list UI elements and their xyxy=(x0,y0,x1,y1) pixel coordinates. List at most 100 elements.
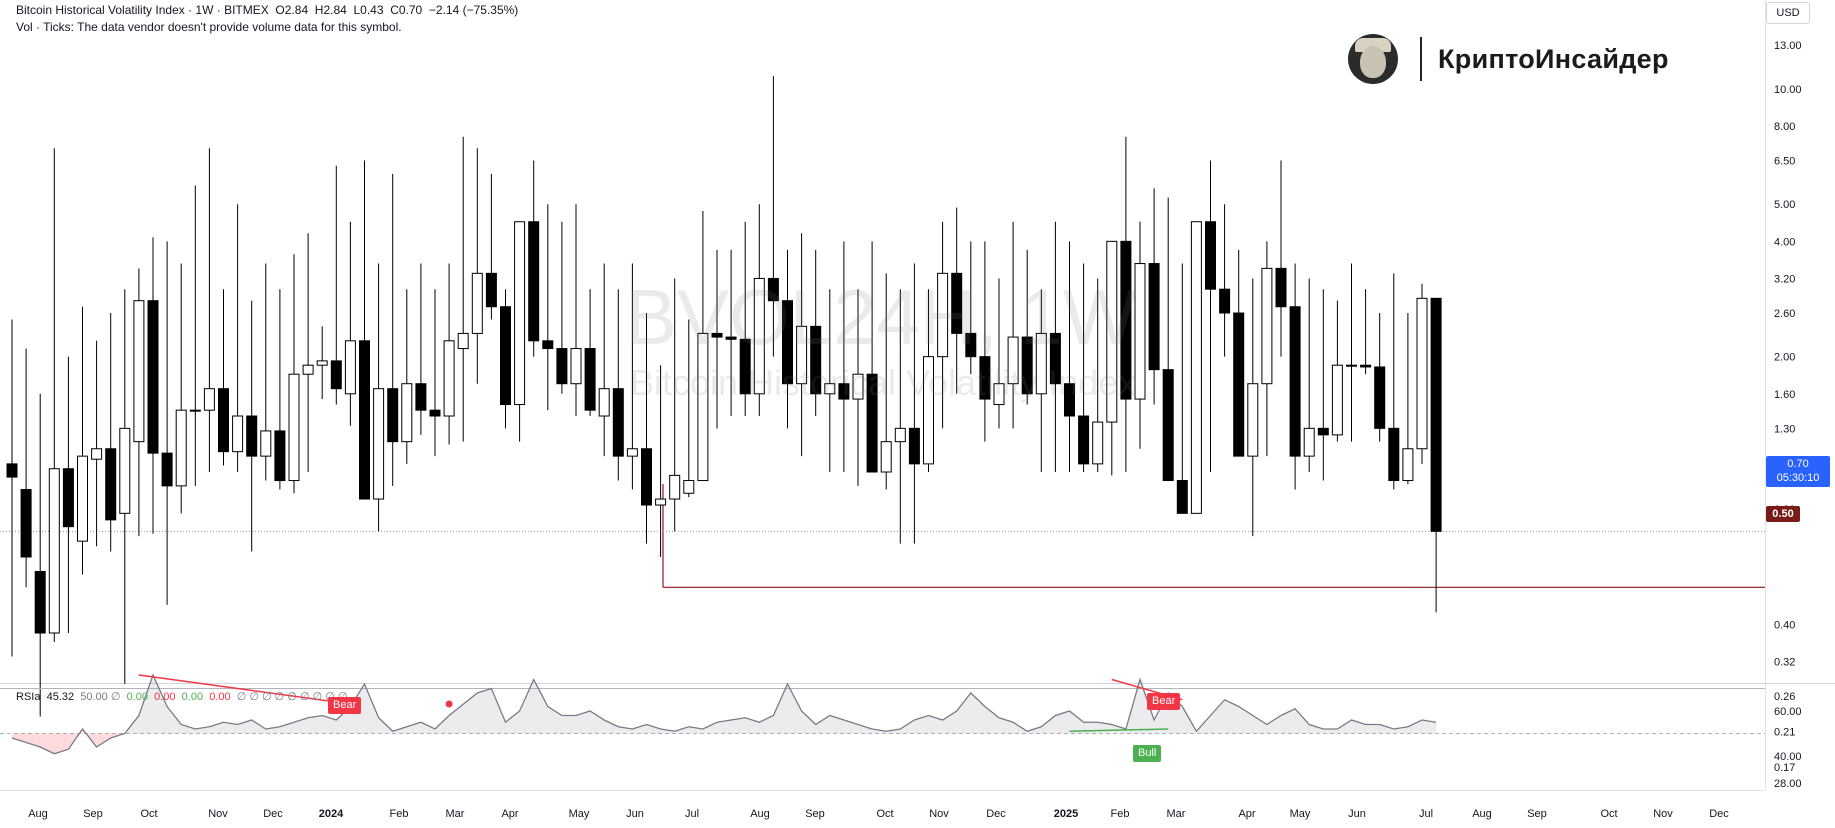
candle-body[interactable] xyxy=(1092,421,1104,465)
candle-body[interactable] xyxy=(767,277,779,302)
candle-body[interactable] xyxy=(866,373,878,473)
candle-body[interactable] xyxy=(1162,369,1174,482)
candle-body[interactable] xyxy=(161,452,173,487)
candle-body[interactable] xyxy=(739,338,751,395)
candle-body[interactable] xyxy=(1303,427,1315,457)
rsi-legend[interactable]: RSIa 45.32 50.00 ∅ 0.00 0.00 0.00 0.00 ∅… xyxy=(16,691,348,703)
candle-body[interactable] xyxy=(641,448,652,506)
candle-body[interactable] xyxy=(824,383,836,395)
candle-body[interactable] xyxy=(1007,336,1019,385)
candle-body[interactable] xyxy=(528,221,540,342)
candle-body[interactable] xyxy=(34,570,46,634)
symbol-title[interactable]: Bitcoin Historical Volatility Index · 1W… xyxy=(16,3,269,17)
candle-body[interactable] xyxy=(344,340,356,395)
candle-body[interactable] xyxy=(711,332,723,338)
rsi-line[interactable] xyxy=(11,673,1437,755)
currency-button[interactable]: USD xyxy=(1766,2,1810,24)
candle-body[interactable] xyxy=(1035,332,1047,395)
candle-body[interactable] xyxy=(626,448,638,457)
candle-body[interactable] xyxy=(20,489,32,558)
candle-body[interactable] xyxy=(542,340,554,350)
candle-body[interactable] xyxy=(1049,332,1061,385)
candle-body[interactable] xyxy=(260,430,272,457)
candle-body[interactable] xyxy=(951,272,963,334)
candle-body[interactable] xyxy=(1190,221,1202,514)
candle-body[interactable] xyxy=(725,336,737,340)
candle-body[interactable] xyxy=(1120,240,1132,400)
candle-body[interactable] xyxy=(62,468,74,528)
candle-body[interactable] xyxy=(147,300,159,454)
candle-body[interactable] xyxy=(189,409,201,412)
candle-body[interactable] xyxy=(852,373,864,400)
candle-body[interactable] xyxy=(232,415,244,453)
candle-body[interactable] xyxy=(1247,383,1259,457)
candle-body[interactable] xyxy=(500,306,511,406)
candle-body[interactable] xyxy=(443,340,455,417)
candle-body[interactable] xyxy=(1078,415,1090,465)
candle-body[interactable] xyxy=(485,272,497,308)
candle-body[interactable] xyxy=(1402,448,1414,482)
candle-body[interactable] xyxy=(1360,364,1372,368)
candle-body[interactable] xyxy=(302,364,314,375)
candle-body[interactable] xyxy=(570,348,582,385)
candle-body[interactable] xyxy=(133,300,145,443)
candle-body[interactable] xyxy=(288,373,300,482)
candle-body[interactable] xyxy=(782,300,793,385)
candle-body[interactable] xyxy=(612,388,624,457)
candle-body[interactable] xyxy=(683,480,695,494)
candle-body[interactable] xyxy=(274,430,286,482)
candle-body[interactable] xyxy=(203,388,215,411)
candle-body[interactable] xyxy=(316,360,328,366)
candle-body[interactable] xyxy=(1148,263,1160,371)
candle-body[interactable] xyxy=(415,383,427,411)
candle-body[interactable] xyxy=(810,325,822,395)
candle-body[interactable] xyxy=(105,448,117,521)
candle-body[interactable] xyxy=(1176,480,1188,514)
candle-body[interactable] xyxy=(1289,306,1301,457)
candle-body[interactable] xyxy=(1374,366,1386,429)
candle-body[interactable] xyxy=(965,332,977,358)
candle-body[interactable] xyxy=(908,427,920,465)
candle-body[interactable] xyxy=(655,498,667,506)
candle-body[interactable] xyxy=(1106,240,1118,423)
candle-body[interactable] xyxy=(838,383,850,400)
candle-body[interactable] xyxy=(796,325,808,385)
candle-body[interactable] xyxy=(937,272,949,358)
candle-body[interactable] xyxy=(514,221,526,406)
bear-divergence-label-2[interactable]: Bear xyxy=(1147,693,1181,710)
candle-body[interactable] xyxy=(6,463,18,478)
candle-body[interactable] xyxy=(979,356,991,400)
candle-body[interactable] xyxy=(359,340,370,500)
candle-body[interactable] xyxy=(1219,288,1231,314)
candle-body[interactable] xyxy=(246,415,258,457)
candle-body[interactable] xyxy=(77,455,88,542)
candle-body[interactable] xyxy=(1317,427,1329,436)
candle-body[interactable] xyxy=(429,409,441,417)
candle-body[interactable] xyxy=(993,383,1005,406)
bull-divergence-label[interactable]: Bull xyxy=(1133,745,1162,762)
candle-body[interactable] xyxy=(373,388,385,500)
candle-body[interactable] xyxy=(1064,383,1075,417)
candle-body[interactable] xyxy=(1430,297,1442,532)
candle-body[interactable] xyxy=(1388,427,1400,482)
candle-body[interactable] xyxy=(584,348,596,411)
candle-body[interactable] xyxy=(91,448,103,460)
candle-body[interactable] xyxy=(1134,263,1146,400)
candle-body[interactable] xyxy=(1233,312,1245,457)
candle-body[interactable] xyxy=(48,468,60,634)
candle-body[interactable] xyxy=(119,427,131,514)
candle-body[interactable] xyxy=(697,332,709,482)
candle-body[interactable] xyxy=(471,272,483,334)
candle-body[interactable] xyxy=(1205,221,1216,290)
candle-body[interactable] xyxy=(556,348,568,385)
candle-body[interactable] xyxy=(880,441,892,473)
level-price-tag[interactable]: 0.50 xyxy=(1766,506,1800,522)
candle-body[interactable] xyxy=(1021,336,1033,395)
candle-body[interactable] xyxy=(387,388,399,443)
candle-body[interactable] xyxy=(1275,267,1287,308)
candle-body[interactable] xyxy=(894,427,906,443)
candle-body[interactable] xyxy=(669,474,681,500)
candle-body[interactable] xyxy=(1331,364,1343,436)
candle-body[interactable] xyxy=(1416,297,1428,450)
